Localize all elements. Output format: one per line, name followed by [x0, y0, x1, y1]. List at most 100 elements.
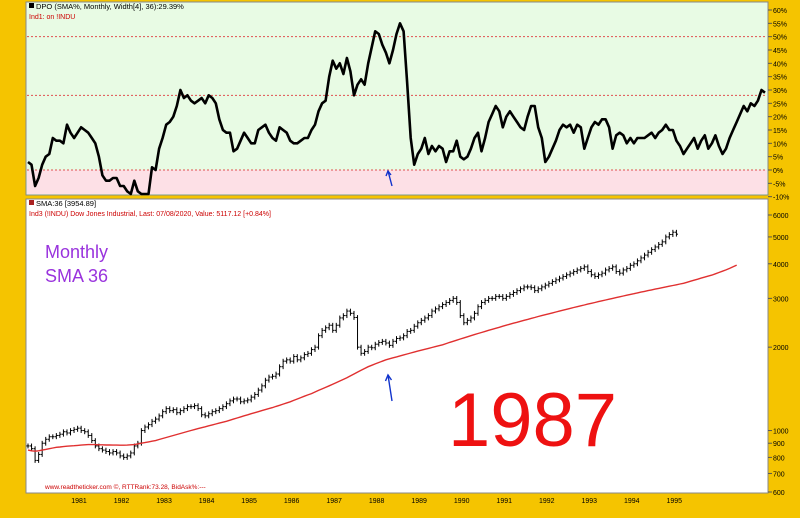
price-bar — [557, 275, 562, 283]
price-bar — [270, 373, 275, 380]
price-bar — [274, 371, 278, 379]
price-bar — [72, 426, 76, 433]
price-bar — [86, 429, 90, 438]
price-bar — [363, 349, 367, 356]
price-bar — [416, 320, 420, 329]
price-bar — [433, 306, 438, 314]
lower-tick-label: 700 — [773, 471, 785, 478]
price-bar — [217, 406, 221, 414]
price-bar — [111, 449, 115, 456]
price-bar — [327, 322, 331, 331]
price-bar — [508, 292, 512, 299]
year-label: 1986 — [284, 498, 300, 505]
upper-tick-label: 40% — [773, 61, 787, 68]
year-label: 1988 — [369, 498, 385, 505]
price-bar — [440, 302, 445, 310]
price-bar — [29, 443, 34, 452]
upper-tick-label: 50% — [773, 35, 787, 42]
price-bar — [235, 396, 239, 402]
year-label: 1982 — [114, 498, 130, 505]
lower-tick-label: 2000 — [773, 345, 789, 352]
price-bar — [572, 269, 576, 276]
price-bar — [76, 425, 80, 432]
price-bar — [398, 335, 402, 341]
price-bar — [132, 443, 136, 456]
price-bar — [405, 329, 409, 339]
price-bar — [143, 424, 147, 433]
price-bar — [621, 267, 625, 276]
price-bar — [596, 272, 601, 279]
price-bar — [586, 264, 590, 274]
price-bar — [479, 300, 484, 310]
price-bar — [150, 418, 154, 428]
price-bar — [536, 286, 540, 294]
price-bar — [430, 308, 434, 319]
price-bar — [671, 229, 675, 237]
price-bar — [448, 298, 452, 305]
price-bar — [352, 310, 356, 320]
lower-axis-ticks: 6000 5000 4000 3000 2000 1000 900 800 700 600 — [768, 213, 789, 497]
price-bar — [263, 377, 267, 389]
price-bar — [242, 398, 246, 405]
upper-tick-label: 55% — [773, 21, 787, 28]
overlay-year: 1987 — [448, 378, 617, 463]
price-bar — [511, 290, 516, 297]
price-bar — [476, 304, 480, 316]
price-bar — [345, 308, 349, 319]
price-bar — [182, 406, 186, 414]
upper-tick-label: 45% — [773, 48, 787, 55]
price-bar — [543, 282, 547, 290]
year-label: 1989 — [411, 498, 427, 505]
price-bar — [497, 294, 501, 299]
lower-legend-sub: Ind3 (!INDU) Dow Jones Industrial, Last:… — [29, 211, 271, 218]
price-bar — [423, 315, 427, 323]
price-bar — [639, 255, 643, 264]
price-bar — [380, 338, 384, 345]
price-bar — [533, 285, 537, 294]
price-bar — [575, 267, 579, 274]
price-bar — [444, 300, 448, 307]
price-bar — [653, 244, 657, 253]
price-bar — [341, 313, 345, 321]
price-bar — [409, 327, 413, 334]
price-bar — [153, 416, 158, 424]
price-bar — [196, 403, 200, 412]
price-bar — [331, 322, 335, 333]
price-bar — [494, 294, 498, 301]
price-bar — [189, 404, 193, 410]
year-label: 1990 — [454, 498, 470, 505]
price-bar — [288, 357, 292, 364]
price-bar — [146, 422, 151, 430]
price-bar — [419, 317, 423, 326]
year-label: 1983 — [156, 498, 172, 505]
price-bar — [355, 315, 360, 350]
overlay-title-line2: SMA 36 — [45, 266, 108, 286]
year-label: 1991 — [496, 498, 512, 505]
price-bar — [309, 347, 314, 356]
price-bar — [164, 406, 168, 415]
upper-tick-label: -10% — [773, 195, 789, 202]
price-bar — [646, 249, 650, 258]
price-bar — [207, 411, 211, 419]
upper-legend-swatch — [29, 3, 34, 8]
price-bar — [104, 447, 108, 454]
price-bar — [238, 396, 243, 405]
upper-tick-label: 5% — [773, 155, 783, 162]
price-bar — [518, 286, 523, 294]
price-bar — [607, 265, 611, 273]
year-label: 1995 — [667, 498, 683, 505]
upper-legend-sub: Ind1: on !INDU — [29, 14, 75, 21]
price-bar — [221, 404, 225, 412]
price-bar — [253, 392, 257, 400]
price-bar — [650, 247, 654, 255]
x-axis-years: 1981 1982 1983 1984 1985 1986 1987 1988 1989 1990… — [71, 498, 682, 505]
upper-tick-label: 20% — [773, 115, 787, 122]
price-bar — [118, 450, 122, 459]
price-bar — [625, 265, 629, 273]
year-label: 1984 — [199, 498, 215, 505]
price-bar — [306, 350, 310, 358]
price-bar — [299, 355, 303, 363]
lower-tick-label: 6000 — [773, 213, 789, 220]
price-bar — [246, 397, 250, 404]
price-bar — [642, 252, 647, 261]
